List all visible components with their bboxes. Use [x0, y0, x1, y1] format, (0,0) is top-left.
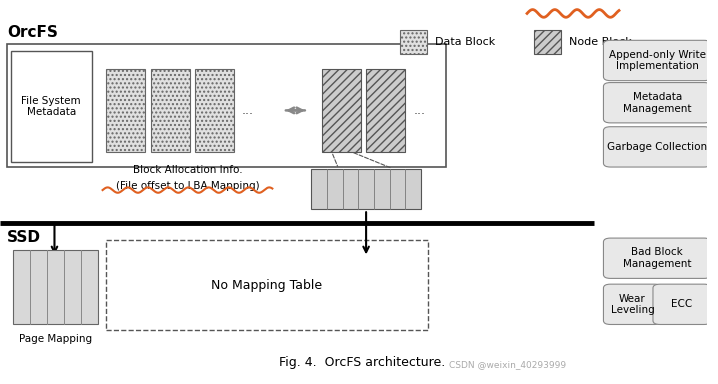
- FancyBboxPatch shape: [534, 30, 561, 54]
- FancyBboxPatch shape: [603, 127, 711, 167]
- Text: ...: ...: [242, 104, 254, 117]
- FancyBboxPatch shape: [7, 44, 446, 167]
- FancyBboxPatch shape: [11, 51, 92, 162]
- Text: OrcFS: OrcFS: [7, 25, 58, 40]
- Text: ...: ...: [413, 104, 425, 117]
- FancyBboxPatch shape: [195, 69, 234, 152]
- FancyBboxPatch shape: [653, 284, 711, 324]
- Text: Append-only Write
Implementation: Append-only Write Implementation: [609, 50, 706, 71]
- FancyBboxPatch shape: [13, 250, 98, 324]
- Text: (File offset to LBA Mapping): (File offset to LBA Mapping): [116, 181, 259, 191]
- FancyBboxPatch shape: [603, 238, 711, 278]
- FancyBboxPatch shape: [106, 69, 145, 152]
- Text: Page Mapping: Page Mapping: [19, 334, 92, 344]
- Text: SSD: SSD: [7, 230, 41, 245]
- Text: No Mapping Table: No Mapping Table: [212, 279, 322, 291]
- Text: Bad Block
Management: Bad Block Management: [623, 247, 691, 269]
- FancyBboxPatch shape: [322, 69, 361, 152]
- Text: Wear
Leveling: Wear Leveling: [610, 293, 654, 315]
- Text: File System
Metadata: File System Metadata: [22, 96, 81, 117]
- FancyBboxPatch shape: [400, 30, 426, 54]
- Text: Garbage Collection: Garbage Collection: [607, 142, 707, 152]
- FancyBboxPatch shape: [603, 284, 661, 324]
- FancyBboxPatch shape: [603, 83, 711, 123]
- FancyBboxPatch shape: [312, 169, 421, 209]
- FancyBboxPatch shape: [151, 69, 190, 152]
- Text: Block Allocation Info.: Block Allocation Info.: [133, 165, 242, 175]
- Text: ECC: ECC: [671, 299, 693, 310]
- FancyBboxPatch shape: [366, 69, 406, 152]
- FancyBboxPatch shape: [603, 40, 711, 81]
- FancyBboxPatch shape: [106, 240, 428, 330]
- Text: CSDN @weixin_40293999: CSDN @weixin_40293999: [449, 360, 567, 369]
- Text: Metadata
Management: Metadata Management: [623, 92, 691, 114]
- Text: Node Block: Node Block: [569, 37, 633, 47]
- Text: Data Block: Data Block: [435, 37, 495, 47]
- Text: Fig. 4.  OrcFS architecture.: Fig. 4. OrcFS architecture.: [279, 356, 446, 369]
